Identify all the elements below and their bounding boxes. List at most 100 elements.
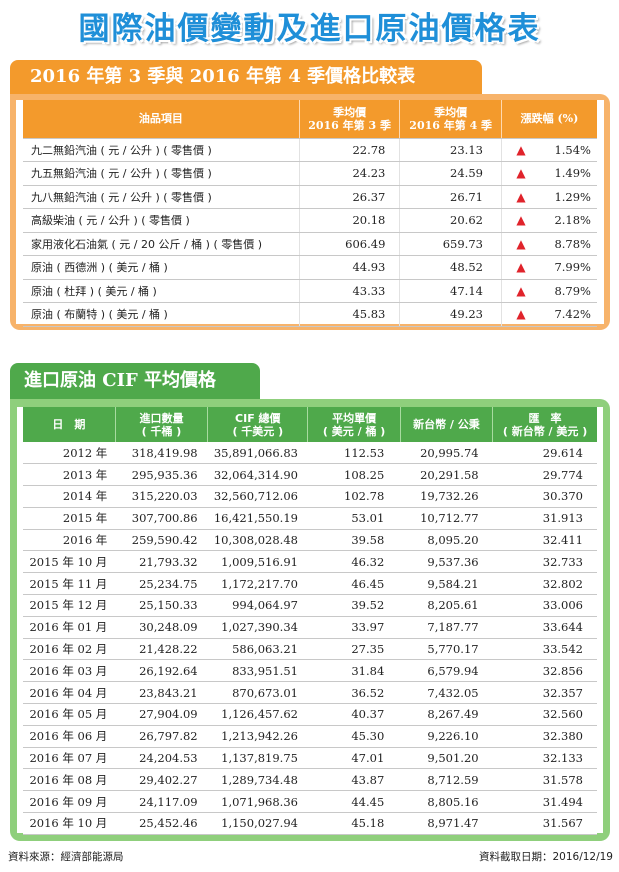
- import-volume-cell: 318,419.98: [115, 442, 208, 465]
- period-cell: 2012 年: [23, 442, 116, 465]
- exchange-rate-cell: 32.380: [492, 725, 597, 748]
- comparison-header-1: 季均價 2016 年第 3 季: [298, 100, 400, 139]
- exchange-rate-cell: 32.411: [492, 529, 597, 552]
- ntd-per-kl-cell: 8,971.47: [400, 812, 493, 835]
- q4-price: 23.13: [399, 138, 502, 162]
- import-volume-cell: 259,590.42: [115, 529, 208, 552]
- avg-unit-price-cell: 43.87: [307, 768, 401, 792]
- period-cell: 2015 年 10 月: [23, 550, 116, 574]
- exchange-rate-cell: 31.494: [492, 790, 597, 814]
- exchange-rate-cell: 29.614: [492, 442, 597, 465]
- cif-total-cell: 32,064,314.90: [207, 463, 308, 487]
- ntd-per-kl-cell: 8,712.59: [400, 768, 493, 792]
- import-volume-cell: 25,452.46: [115, 812, 208, 835]
- avg-unit-price-cell: 47.01: [307, 747, 401, 770]
- cif-row: 2014 年 315,220.03 32,560,712.06 102.78 19,73…: [23, 485, 597, 508]
- cif-total-cell: 1,009,516.91: [207, 550, 308, 574]
- ntd-per-kl-cell: 20,291.58: [400, 463, 493, 487]
- arrow-up-icon: ▲: [500, 208, 541, 233]
- period-cell: 2016 年 04 月: [23, 681, 116, 705]
- exchange-rate-cell: 31.578: [492, 768, 597, 792]
- q4-price: 24.59: [399, 161, 502, 186]
- fuel-item-label: 原油 ( 西德洲 ) ( 美元 / 桶 ): [23, 255, 300, 280]
- arrow-up-icon: ▲: [500, 138, 541, 162]
- comparison-row: 高級柴油 ( 元 / 公升 ) ( 零售價 ) 20.18 20.62 ▲ 2.18%: [23, 208, 597, 233]
- q4-price: 47.14: [399, 279, 502, 303]
- avg-unit-price-cell: 108.25: [307, 463, 401, 487]
- avg-unit-price-cell: 46.45: [307, 572, 401, 596]
- cif-row: 2016 年 10 月 25,452.46 1,150,027.94 45.18 8,9…: [23, 812, 597, 835]
- ntd-per-kl-cell: 9,584.21: [400, 572, 493, 596]
- cif-total-cell: 586,063.21: [207, 638, 308, 661]
- q4-price: 20.62: [399, 208, 502, 233]
- cif-header-3: 平均單價( 美元 / 桶 ): [307, 407, 401, 442]
- cif-row: 2016 年 02 月 21,428.22 586,063.21 27.35 5,770…: [23, 638, 597, 661]
- import-volume-cell: 30,248.09: [115, 616, 208, 639]
- cif-row: 2013 年 295,935.36 32,064,314.90 108.25 20,29…: [23, 463, 597, 487]
- import-volume-cell: 21,428.22: [115, 638, 208, 661]
- arrow-up-icon: ▲: [500, 185, 541, 209]
- period-cell: 2016 年 10 月: [23, 812, 116, 835]
- q4-price: 26.71: [399, 185, 502, 209]
- change-percent: 2.18%: [540, 208, 597, 233]
- period-cell: 2015 年 12 月: [23, 594, 116, 617]
- section1-title: 2016 年第 3 季與 2016 年第 4 季價格比較表: [10, 60, 482, 94]
- ntd-per-kl-cell: 8,805.16: [400, 790, 493, 814]
- cif-header-0: 日 期: [23, 407, 116, 442]
- comparison-header-2: 季均價 2016 年第 4 季: [399, 100, 502, 139]
- cif-total-cell: 994,064.97: [207, 594, 308, 617]
- avg-unit-price-cell: 36.52: [307, 681, 401, 705]
- exchange-rate-cell: 33.006: [492, 594, 597, 617]
- period-cell: 2014 年: [23, 485, 116, 508]
- q3-price: 26.37: [298, 185, 400, 209]
- cif-price-panel: 日 期進口數量( 千桶 ) CIF 總價( 千美元 ) 平均單價( 美元 / 桶 )…: [10, 399, 610, 841]
- arrow-up-icon: ▲: [500, 255, 541, 280]
- cif-header-1: 進口數量( 千桶 ): [114, 407, 208, 442]
- period-cell: 2016 年 02 月: [23, 638, 116, 661]
- exchange-rate-cell: 32.733: [492, 550, 597, 574]
- q3-price: 606.49: [298, 232, 400, 256]
- fuel-item-label: 九八無鉛汽油 ( 元 / 公升 ) ( 零售價 ): [23, 185, 300, 209]
- exchange-rate-cell: 33.542: [492, 638, 597, 661]
- period-cell: 2015 年: [23, 507, 116, 530]
- arrow-up-icon: ▲: [500, 232, 541, 256]
- ntd-per-kl-cell: 6,579.94: [400, 659, 493, 683]
- import-volume-cell: 26,797.82: [115, 725, 208, 748]
- period-cell: 2016 年: [23, 529, 116, 552]
- ntd-per-kl-cell: 10,712.77: [400, 507, 493, 530]
- import-volume-cell: 25,150.33: [115, 594, 208, 617]
- exchange-rate-cell: 32.133: [492, 747, 597, 770]
- q4-price: 48.52: [399, 255, 502, 280]
- ntd-per-kl-cell: 9,537.36: [400, 550, 493, 574]
- cif-header-4: 新台幣 / 公秉: [399, 407, 493, 442]
- section2-title: 進口原油 CIF 平均價格: [10, 363, 260, 399]
- comparison-row: 原油 ( 西德洲 ) ( 美元 / 桶 ) 44.93 48.52 ▲ 7.99%: [23, 255, 597, 280]
- q3-price: 22.78: [298, 138, 400, 162]
- exchange-rate-cell: 31.567: [492, 812, 597, 835]
- avg-unit-price-cell: 45.30: [307, 725, 401, 748]
- comparison-row: 九八無鉛汽油 ( 元 / 公升 ) ( 零售價 ) 26.37 26.71 ▲ 1.29…: [23, 185, 597, 209]
- exchange-rate-cell: 32.560: [492, 703, 597, 726]
- cif-total-cell: 1,213,942.26: [207, 725, 308, 748]
- period-cell: 2016 年 09 月: [23, 790, 116, 814]
- q3-price: 45.83: [298, 302, 400, 327]
- period-cell: 2015 年 11 月: [23, 572, 116, 596]
- cif-total-cell: 1,137,819.75: [207, 747, 308, 770]
- ntd-per-kl-cell: 7,432.05: [400, 681, 493, 705]
- import-volume-cell: 295,935.36: [115, 463, 208, 487]
- import-volume-cell: 307,700.86: [115, 507, 208, 530]
- cif-header-5: 匯 率( 新台幣 / 美元 ): [492, 407, 597, 442]
- cif-total-cell: 870,673.01: [207, 681, 308, 705]
- fuel-item-label: 原油 ( 布蘭特 ) ( 美元 / 桶 ): [23, 302, 300, 327]
- exchange-rate-cell: 32.357: [492, 681, 597, 705]
- change-percent: 1.49%: [540, 161, 597, 186]
- fuel-item-label: 家用液化石油氣 ( 元 / 20 公斤 / 桶 ) ( 零售價 ): [23, 232, 300, 256]
- avg-unit-price-cell: 39.52: [307, 594, 401, 617]
- period-cell: 2016 年 01 月: [23, 616, 116, 639]
- import-volume-cell: 25,234.75: [115, 572, 208, 596]
- cif-total-cell: 32,560,712.06: [207, 485, 308, 508]
- period-cell: 2016 年 05 月: [23, 703, 116, 726]
- period-cell: 2016 年 06 月: [23, 725, 116, 748]
- comparison-row: 原油 ( 布蘭特 ) ( 美元 / 桶 ) 45.83 49.23 ▲ 7.42%: [23, 302, 597, 327]
- q3-price: 44.93: [298, 255, 400, 280]
